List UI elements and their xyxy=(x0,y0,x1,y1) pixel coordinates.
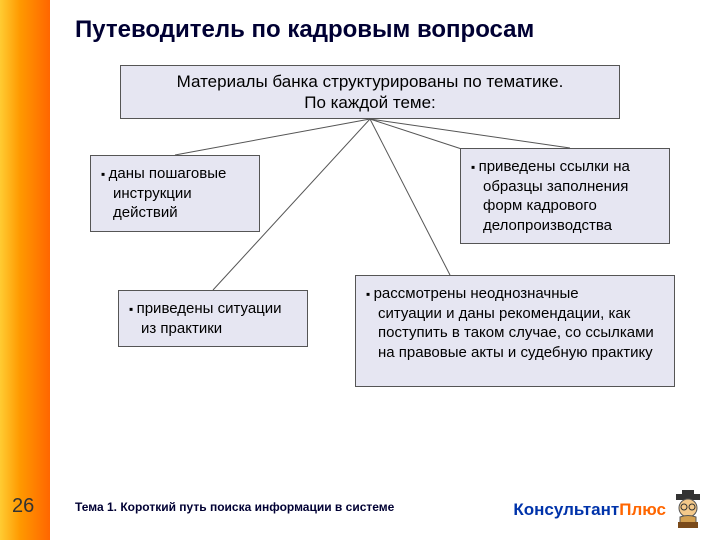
box-rest: инструкции действий xyxy=(101,184,249,223)
center-box-text: Материалы банка структурированы по темат… xyxy=(177,71,564,114)
gradient-sidebar xyxy=(0,0,50,540)
box-bullet: рассмотрены неоднозначные xyxy=(366,284,664,304)
box-bullet: даны пошаговые xyxy=(101,164,249,184)
box-situations: приведены ситуации из практики xyxy=(118,290,308,347)
professor-icon xyxy=(670,490,706,530)
page-number: 26 xyxy=(12,495,34,518)
box-rest: ситуации и даны рекомендации, как поступ… xyxy=(366,304,664,363)
logo-part2: Плюс xyxy=(619,500,666,519)
brand-logo: КонсультантПлюс xyxy=(513,490,706,530)
box-bullet: приведены ссылки на xyxy=(471,157,659,177)
box-instructions: даны пошаговые инструкции действий xyxy=(90,155,260,232)
logo-part1: Консультант xyxy=(513,500,619,519)
center-box: Материалы банка структурированы по темат… xyxy=(120,65,620,119)
box-ambiguous: рассмотрены неоднозначные ситуации и дан… xyxy=(355,275,675,387)
logo-text: КонсультантПлюс xyxy=(513,500,666,520)
box-links: приведены ссылки на образцы заполнения ф… xyxy=(460,148,670,244)
page-title: Путеводитель по кадровым вопросам xyxy=(75,16,534,44)
footer-text: Тема 1. Короткий путь поиска информации … xyxy=(75,500,394,514)
box-rest: из практики xyxy=(129,319,297,339)
box-rest: образцы заполнения форм кадрового делопр… xyxy=(471,177,659,236)
box-bullet: приведены ситуации xyxy=(129,299,297,319)
